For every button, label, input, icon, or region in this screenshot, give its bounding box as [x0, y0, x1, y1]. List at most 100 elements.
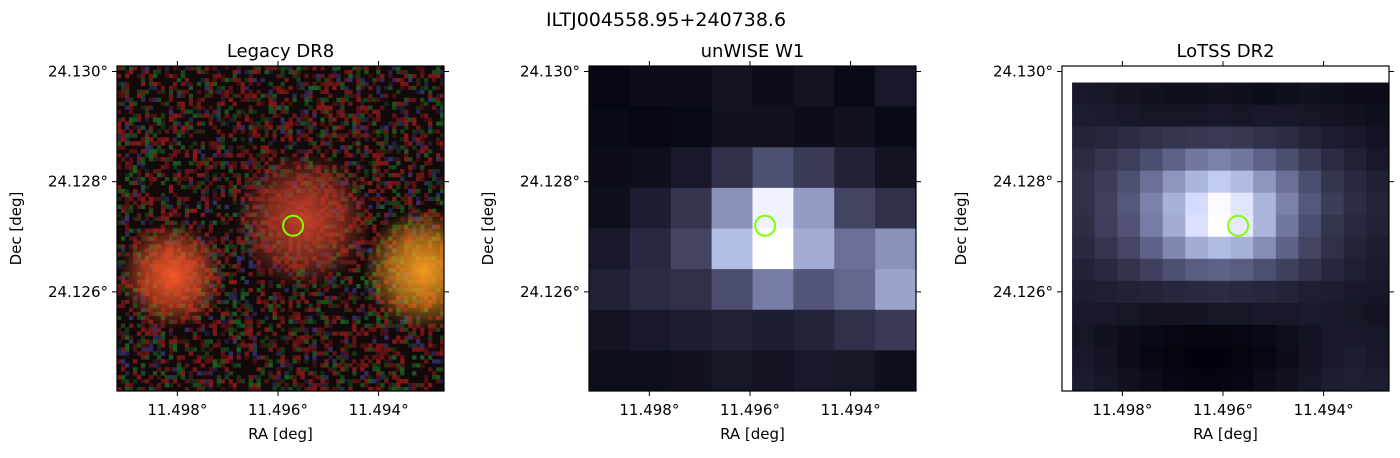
heatmap-cell	[1185, 214, 1209, 238]
heatmap-cell	[1072, 126, 1096, 150]
heatmap-cell	[1185, 148, 1209, 172]
heatmap-cell	[1117, 258, 1141, 282]
panel-3: 11.498° 11.496° 11.494° 24.130° 24.128° 24.12…	[952, 41, 1394, 443]
heatmap-cell	[1117, 148, 1141, 172]
heatmap-cell	[834, 309, 876, 351]
x-axis-label: RA [deg]	[248, 425, 313, 443]
heatmap-cell	[1139, 368, 1164, 391]
heatmap-cell	[1139, 104, 1164, 128]
heatmap-cell	[1162, 324, 1186, 348]
heatmap-cell	[629, 228, 672, 270]
heatmap-cell	[875, 269, 916, 311]
heatmap-cell	[1366, 302, 1389, 326]
heatmap-cell	[1298, 368, 1322, 391]
x-axis-label: RA [deg]	[1193, 425, 1258, 443]
heatmap-cell	[1072, 346, 1096, 370]
heatmap-cell	[875, 187, 916, 229]
heatmap-cell	[1139, 170, 1164, 194]
heatmap-cell	[875, 350, 916, 391]
heatmap-cell	[1321, 302, 1345, 326]
heatmap-cell	[1094, 346, 1118, 370]
heatmap-cell	[589, 350, 631, 391]
heatmap-cell	[752, 106, 794, 148]
heatmap-cell	[1162, 192, 1186, 216]
x-tick-label: 11.496°	[1193, 401, 1253, 419]
heatmap-cell	[670, 309, 713, 351]
heatmap-cell	[1230, 346, 1254, 370]
heatmap-cell	[1321, 258, 1345, 282]
heatmap-cell	[1321, 192, 1345, 216]
heatmap-cell	[1185, 170, 1209, 194]
heatmap-cell	[1072, 148, 1096, 172]
heatmap-cell	[1207, 368, 1232, 391]
heatmap-cell	[1275, 82, 1299, 106]
heatmap-cell	[1321, 148, 1345, 172]
heatmap-cell	[1185, 82, 1209, 106]
panel-image	[117, 66, 444, 391]
heatmap-cell	[1298, 258, 1322, 282]
x-axis-label: RA [deg]	[720, 425, 785, 443]
x-tick-label: 11.498°	[619, 401, 679, 419]
heatmap-cell	[1072, 280, 1096, 304]
heatmap-cell	[1207, 104, 1232, 128]
heatmap-cell	[834, 187, 876, 229]
heatmap-cell	[711, 228, 753, 270]
heatmap-cell	[1343, 324, 1367, 348]
heatmap-cell	[1275, 280, 1299, 304]
heatmap-cell	[1366, 346, 1389, 370]
heatmap-cell	[1207, 126, 1232, 150]
heatmap-cell	[1230, 280, 1254, 304]
heatmap-cell	[1230, 192, 1254, 216]
heatmap-cell	[834, 66, 876, 108]
heatmap-cell	[711, 269, 753, 311]
heatmap-cell	[670, 269, 713, 311]
heatmap-cell	[1298, 192, 1322, 216]
heatmap-cell	[1072, 258, 1096, 282]
heatmap-cell	[1094, 126, 1118, 150]
heatmap-cell	[711, 147, 753, 189]
panel-image	[589, 66, 916, 391]
heatmap-cell	[1162, 214, 1186, 238]
heatmap-cell	[1275, 368, 1299, 391]
heatmap-cell	[629, 269, 672, 311]
heatmap-cell	[1343, 280, 1367, 304]
heatmap-cell	[1275, 324, 1299, 348]
heatmap-cell	[1185, 302, 1209, 326]
heatmap-cell	[1253, 236, 1277, 260]
heatmap-cell	[1253, 148, 1277, 172]
heatmap-cell	[1094, 214, 1118, 238]
heatmap-cell	[1207, 280, 1232, 304]
heatmap-cell	[1185, 126, 1209, 150]
target-marker	[1227, 214, 1250, 237]
heatmap-cell	[793, 66, 835, 108]
heatmap-cell	[1139, 302, 1164, 326]
heatmap-cell	[1275, 170, 1299, 194]
axes-frame	[588, 65, 917, 392]
heatmap-cell	[834, 106, 876, 148]
panel-title: Legacy DR8	[227, 41, 334, 62]
heatmap-cell	[793, 350, 835, 391]
y-tick-label: 24.128°	[48, 173, 108, 191]
x-tick-label: 11.494°	[349, 401, 409, 419]
heatmap-cell	[1343, 104, 1367, 128]
heatmap-cell	[834, 350, 876, 391]
heatmap-cell	[711, 350, 753, 391]
heatmap-cell	[1298, 148, 1322, 172]
heatmap-cell	[1162, 236, 1186, 260]
heatmap-cell	[1298, 346, 1322, 370]
y-tick-label: 24.128°	[993, 173, 1053, 191]
heatmap-cell	[629, 147, 672, 189]
heatmap-cell	[1321, 126, 1345, 150]
heatmap-cell	[1275, 258, 1299, 282]
panel-title: LoTSS DR2	[1176, 41, 1274, 62]
heatmap-cell	[589, 269, 631, 311]
heatmap-cell	[1298, 170, 1322, 194]
heatmap-cell	[834, 228, 876, 270]
heatmap-cell	[1162, 302, 1186, 326]
heatmap-cell	[670, 147, 713, 189]
heatmap-cell	[1185, 236, 1209, 260]
heatmap-cell	[793, 309, 835, 351]
heatmap-cell	[1117, 236, 1141, 260]
y-axis-label: Dec [deg]	[7, 192, 25, 266]
heatmap-cell	[875, 147, 916, 189]
